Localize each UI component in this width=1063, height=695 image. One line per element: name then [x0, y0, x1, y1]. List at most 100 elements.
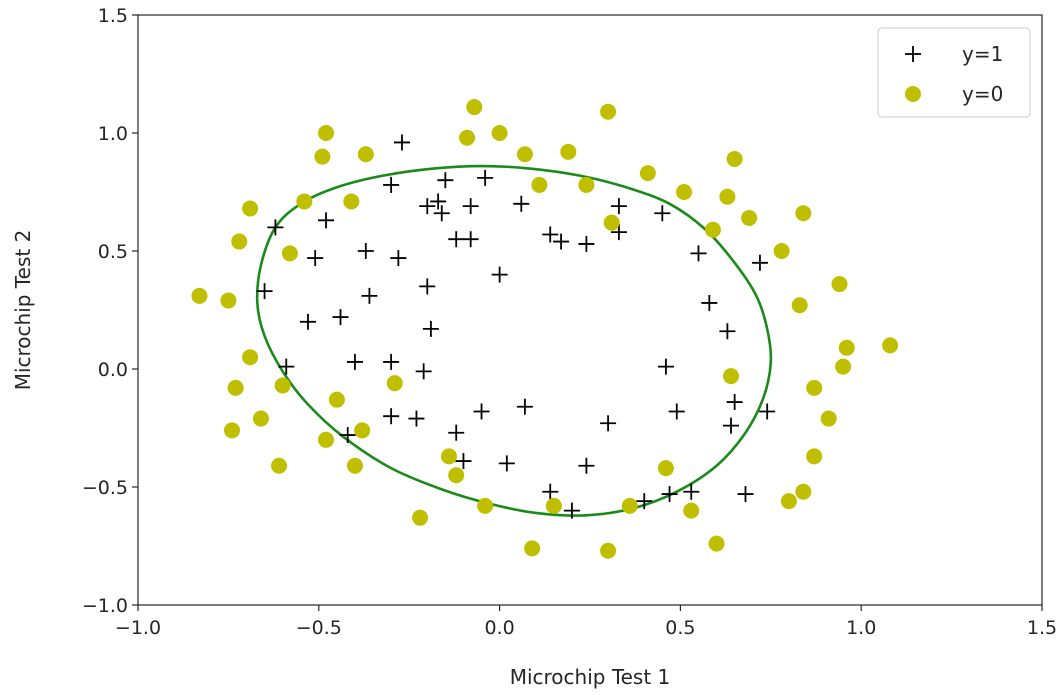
point-negative [491, 125, 508, 141]
point-negative [683, 502, 700, 519]
point-positive [437, 172, 454, 189]
point-negative [531, 176, 548, 193]
point-positive [393, 134, 410, 151]
point-positive [563, 502, 580, 519]
point-negative [600, 542, 617, 559]
point-positive [433, 205, 450, 222]
data-points-layer [191, 99, 899, 559]
point-positive [498, 455, 515, 472]
point-negative [448, 467, 465, 484]
point-positive [657, 358, 674, 375]
point-positive [690, 245, 707, 262]
point-negative [220, 292, 237, 309]
point-positive [430, 193, 447, 210]
point-positive [701, 294, 718, 311]
point-negative [578, 176, 595, 193]
point-positive [759, 403, 776, 420]
decision-boundary-layer [255, 164, 773, 517]
point-negative [621, 497, 638, 514]
y-axis-label: Microchip Test 2 [11, 230, 35, 391]
point-positive [578, 235, 595, 252]
point-negative [412, 509, 429, 526]
point-negative [314, 148, 331, 165]
point-negative [773, 243, 790, 259]
point-negative [882, 337, 899, 354]
point-negative [346, 457, 363, 474]
y-tick-label: 1.0 [98, 123, 128, 145]
point-negative [231, 233, 248, 250]
y-tick-label: 0.0 [98, 359, 128, 381]
point-positive [361, 287, 378, 304]
point-positive [383, 408, 400, 425]
point-negative [354, 422, 371, 439]
point-positive [346, 353, 363, 370]
point-negative [274, 377, 291, 394]
point-negative [795, 205, 812, 222]
x-tick-label: 1.5 [1027, 617, 1057, 639]
y-tick-label: −0.5 [82, 477, 128, 499]
point-positive [422, 320, 439, 337]
point-positive [542, 483, 559, 500]
point-positive [491, 266, 508, 283]
legend: y=1 y=0 [877, 27, 1031, 118]
point-positive [357, 243, 374, 259]
point-negative [252, 410, 269, 427]
point-positive [278, 358, 295, 375]
point-positive [383, 353, 400, 370]
point-positive [339, 427, 356, 444]
point-negative [357, 146, 374, 163]
point-negative [318, 431, 335, 448]
x-tick-label: 1.0 [846, 617, 876, 639]
point-negative [780, 493, 797, 510]
point-negative [477, 497, 494, 514]
point-negative [791, 297, 808, 314]
point-positive [408, 410, 425, 427]
point-negative [835, 358, 852, 375]
point-positive [668, 403, 685, 420]
y-tick-label: 1.5 [98, 5, 128, 27]
point-negative [524, 540, 541, 557]
point-positive [318, 212, 335, 229]
point-positive [683, 483, 700, 500]
point-positive [610, 224, 627, 241]
point-positive [332, 309, 349, 326]
point-positive [267, 219, 284, 236]
legend-marker-negative [905, 86, 921, 102]
legend-entries: y=1 y=0 [905, 42, 1003, 106]
point-negative [242, 200, 259, 217]
point-negative [281, 245, 298, 262]
x-axis-ticks: −1.0 −0.5 0.0 0.5 1.0 1.5 [115, 605, 1057, 639]
point-positive [462, 198, 479, 215]
x-tick-label: 0.0 [484, 617, 514, 639]
point-negative [545, 497, 562, 514]
point-negative [741, 209, 758, 226]
point-negative [459, 129, 476, 146]
point-positive [719, 323, 736, 340]
point-positive [307, 250, 324, 267]
legend-label: y=0 [962, 82, 1003, 106]
point-negative [516, 146, 533, 163]
point-negative [343, 193, 360, 210]
point-negative [227, 379, 244, 396]
point-positive [610, 198, 627, 215]
point-positive [383, 176, 400, 193]
point-negative [296, 193, 313, 210]
point-positive [516, 398, 533, 415]
point-positive [654, 205, 671, 222]
plot-frame [137, 14, 1043, 606]
point-negative [726, 150, 743, 167]
point-negative [719, 188, 736, 205]
point-negative [831, 276, 848, 293]
point-positive [737, 486, 754, 503]
point-negative [820, 410, 837, 427]
x-tick-label: 0.5 [665, 617, 695, 639]
x-tick-label: −1.0 [115, 617, 161, 639]
point-positive [256, 283, 273, 300]
point-negative [224, 422, 241, 439]
point-negative [600, 103, 617, 120]
point-positive [390, 250, 407, 267]
point-positive [419, 278, 436, 295]
point-negative [676, 184, 693, 200]
point-positive [419, 198, 436, 215]
